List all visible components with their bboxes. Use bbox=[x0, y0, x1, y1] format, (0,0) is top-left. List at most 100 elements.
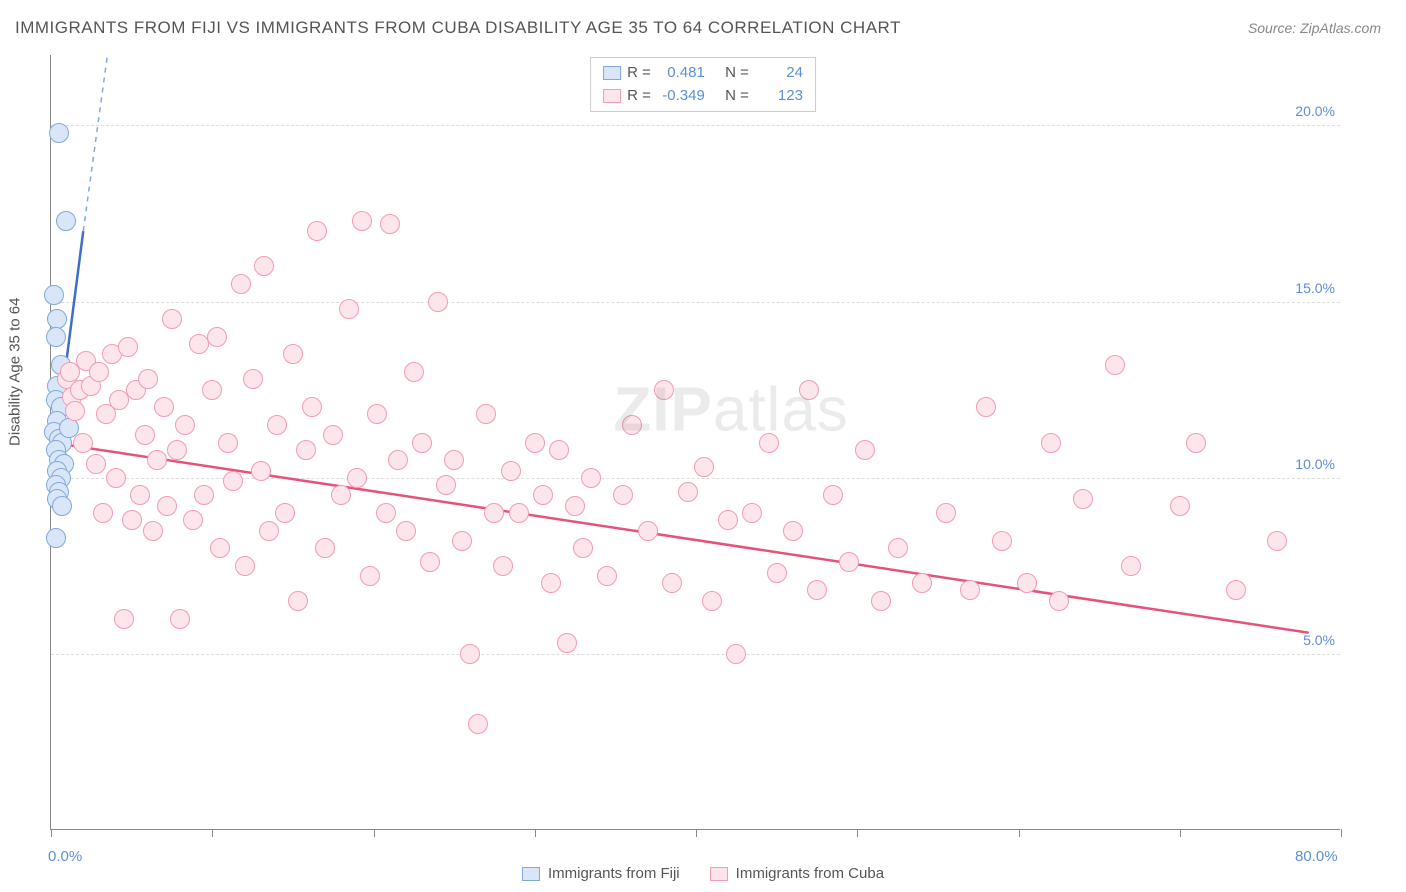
cuba-point bbox=[493, 556, 513, 576]
cuba-point bbox=[533, 485, 553, 505]
cuba-point bbox=[347, 468, 367, 488]
correlation-legend: R =0.481 N =24R =-0.349 N =123 bbox=[590, 57, 816, 112]
chart-title: IMMIGRANTS FROM FIJI VS IMMIGRANTS FROM … bbox=[15, 18, 901, 38]
cuba-point bbox=[1226, 580, 1246, 600]
cuba-point bbox=[549, 440, 569, 460]
cuba-point bbox=[420, 552, 440, 572]
cuba-point bbox=[315, 538, 335, 558]
legend-swatch bbox=[522, 867, 540, 881]
cuba-point bbox=[331, 485, 351, 505]
cuba-point bbox=[154, 397, 174, 417]
cuba-point bbox=[254, 256, 274, 276]
cuba-point bbox=[339, 299, 359, 319]
cuba-point bbox=[114, 609, 134, 629]
cuba-point bbox=[468, 714, 488, 734]
grid-line bbox=[51, 654, 1340, 655]
cuba-point bbox=[912, 573, 932, 593]
cuba-point bbox=[360, 566, 380, 586]
cuba-point bbox=[267, 415, 287, 435]
cuba-point bbox=[976, 397, 996, 417]
cuba-point bbox=[581, 468, 601, 488]
cuba-point bbox=[296, 440, 316, 460]
cuba-point bbox=[783, 521, 803, 541]
cuba-point bbox=[283, 344, 303, 364]
cuba-point bbox=[275, 503, 295, 523]
cuba-point bbox=[210, 538, 230, 558]
cuba-point bbox=[352, 211, 372, 231]
cuba-point bbox=[960, 580, 980, 600]
cuba-point bbox=[396, 521, 416, 541]
cuba-point bbox=[65, 401, 85, 421]
legend-swatch bbox=[710, 867, 728, 881]
n-value: 24 bbox=[755, 62, 803, 85]
cuba-point bbox=[235, 556, 255, 576]
cuba-point bbox=[388, 450, 408, 470]
cuba-point bbox=[460, 644, 480, 664]
cuba-point bbox=[218, 433, 238, 453]
cuba-point bbox=[323, 425, 343, 445]
cuba-point bbox=[118, 337, 138, 357]
cuba-point bbox=[992, 531, 1012, 551]
cuba-point bbox=[509, 503, 529, 523]
cuba-point bbox=[194, 485, 214, 505]
legend-item: Immigrants from Cuba bbox=[710, 865, 884, 882]
cuba-point bbox=[799, 380, 819, 400]
cuba-point bbox=[573, 538, 593, 558]
cuba-point bbox=[541, 573, 561, 593]
cuba-point bbox=[742, 503, 762, 523]
grid-line bbox=[51, 125, 1340, 126]
cuba-point bbox=[259, 521, 279, 541]
cuba-point bbox=[662, 573, 682, 593]
fiji-point bbox=[46, 327, 66, 347]
plot-area bbox=[50, 55, 1340, 830]
cuba-point bbox=[307, 221, 327, 241]
cuba-point bbox=[1186, 433, 1206, 453]
cuba-point bbox=[888, 538, 908, 558]
x-tick bbox=[857, 829, 858, 837]
r-value: -0.349 bbox=[657, 85, 705, 108]
cuba-point bbox=[871, 591, 891, 611]
cuba-point bbox=[718, 510, 738, 530]
x-tick bbox=[1019, 829, 1020, 837]
grid-line bbox=[51, 478, 1340, 479]
cuba-point bbox=[557, 633, 577, 653]
x-tick bbox=[1341, 829, 1342, 837]
r-label: R = bbox=[627, 85, 651, 108]
cuba-point bbox=[106, 468, 126, 488]
cuba-point bbox=[476, 404, 496, 424]
cuba-point bbox=[839, 552, 859, 572]
cuba-point bbox=[1105, 355, 1125, 375]
cuba-point bbox=[428, 292, 448, 312]
cuba-point bbox=[726, 644, 746, 664]
cuba-point bbox=[367, 404, 387, 424]
y-tick-label: 5.0% bbox=[1280, 632, 1335, 648]
grid-line bbox=[51, 302, 1340, 303]
cuba-point bbox=[525, 433, 545, 453]
n-value: 123 bbox=[755, 85, 803, 108]
cuba-point bbox=[167, 440, 187, 460]
cuba-point bbox=[380, 214, 400, 234]
cuba-point bbox=[855, 440, 875, 460]
cuba-point bbox=[175, 415, 195, 435]
cuba-point bbox=[93, 503, 113, 523]
cuba-point bbox=[89, 362, 109, 382]
y-tick-label: 15.0% bbox=[1280, 280, 1335, 296]
cuba-point bbox=[147, 450, 167, 470]
legend-swatch bbox=[603, 66, 621, 80]
x-tick bbox=[696, 829, 697, 837]
y-tick-label: 20.0% bbox=[1280, 103, 1335, 119]
y-tick-label: 10.0% bbox=[1280, 456, 1335, 472]
legend-swatch bbox=[603, 89, 621, 103]
cuba-point bbox=[807, 580, 827, 600]
cuba-point bbox=[565, 496, 585, 516]
series-legend: Immigrants from FijiImmigrants from Cuba bbox=[522, 865, 884, 882]
cuba-point bbox=[484, 503, 504, 523]
cuba-point bbox=[613, 485, 633, 505]
cuba-point bbox=[702, 591, 722, 611]
cuba-point bbox=[1121, 556, 1141, 576]
cuba-point bbox=[73, 433, 93, 453]
legend-row: R =0.481 N =24 bbox=[603, 62, 803, 85]
cuba-point bbox=[162, 309, 182, 329]
cuba-point bbox=[1049, 591, 1069, 611]
cuba-point bbox=[122, 510, 142, 530]
